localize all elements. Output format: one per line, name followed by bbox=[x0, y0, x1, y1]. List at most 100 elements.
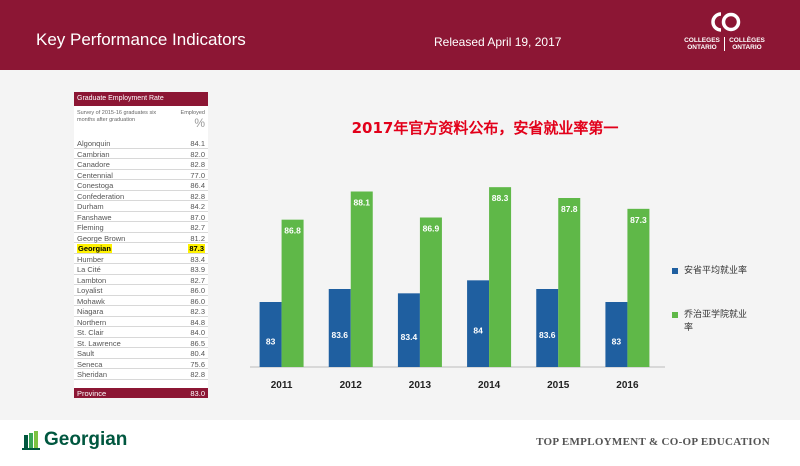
table-cell-college: St. Clair bbox=[77, 328, 104, 337]
table-cell-college: Georgian bbox=[77, 244, 112, 253]
bar-georgian-2013 bbox=[419, 217, 442, 367]
table-cell-rate: 82.8 bbox=[190, 370, 205, 379]
table-cell-rate: 86.4 bbox=[190, 181, 205, 190]
table-row: Humber 83.4 bbox=[74, 254, 208, 264]
data-label: 83 bbox=[612, 337, 622, 347]
table-cell-college: Humber bbox=[77, 254, 104, 264]
table-row: Centennial 77.0 bbox=[74, 170, 208, 180]
bar-province-2015 bbox=[536, 289, 559, 367]
bar-georgian-2011 bbox=[281, 219, 304, 367]
bar-province-2012 bbox=[328, 289, 351, 367]
bar-georgian-2016 bbox=[627, 208, 650, 367]
bar-province-2014 bbox=[467, 280, 490, 367]
co-logo-icon bbox=[711, 12, 741, 32]
table-row: Cambrian 82.0 bbox=[74, 149, 208, 159]
table-cell-rate: 84.0 bbox=[190, 328, 205, 337]
table-cell-college: Sault bbox=[77, 349, 95, 358]
table-cell-college: St. Lawrence bbox=[77, 338, 121, 348]
data-label: 86.9 bbox=[423, 224, 440, 234]
table-cell-rate: 83.9 bbox=[190, 265, 205, 274]
table-cell-rate: 84.8 bbox=[190, 317, 205, 327]
data-label: 88.1 bbox=[353, 198, 370, 208]
page-title: Key Performance Indicators bbox=[36, 30, 246, 49]
table-row: Georgian 87.3 bbox=[74, 243, 208, 254]
x-tick-label: 2011 bbox=[271, 380, 293, 391]
table-cell-college: Durham bbox=[77, 202, 104, 211]
table-row: Fanshawe 87.0 bbox=[74, 212, 208, 222]
table-row: Conestoga 86.4 bbox=[74, 180, 208, 191]
x-tick-label: 2015 bbox=[547, 380, 570, 391]
table-row: Lambton 82.7 bbox=[74, 275, 208, 285]
data-label: 83.6 bbox=[331, 330, 348, 340]
bar-chart: 83 86.8 2011 83.6 88.1 2012 83.4 86.9 2013 84 88.3… bbox=[250, 187, 665, 391]
table-cell-college: Fleming bbox=[77, 223, 104, 232]
table-row: St. Clair 84.0 bbox=[74, 327, 208, 338]
table-cell-college: Cambrian bbox=[77, 149, 110, 159]
co-logo-en-line2: ONTARIO bbox=[687, 44, 717, 51]
table-row: Mohawk 86.0 bbox=[74, 296, 208, 306]
chart-title: 2017年官方资料公布，安省就业率第一 bbox=[351, 119, 619, 137]
table-row: Loyalist 86.0 bbox=[74, 285, 208, 296]
co-logo-text-fr: COLLÈGES ONTARIO bbox=[726, 37, 768, 51]
legend-swatch bbox=[672, 268, 678, 274]
table-row: Northern 84.8 bbox=[74, 317, 208, 327]
co-logo-en-line1: COLLEGES bbox=[684, 37, 720, 44]
data-label: 86.8 bbox=[284, 226, 301, 236]
table-cell-college: George Brown bbox=[77, 233, 126, 243]
bar-georgian-2014 bbox=[489, 187, 512, 367]
table-row: Seneca 75.6 bbox=[74, 359, 208, 369]
table-cell-college: Province bbox=[77, 388, 107, 398]
data-label: 83.6 bbox=[539, 330, 556, 340]
table-cell-college: Fanshawe bbox=[77, 212, 112, 222]
co-logo-fr-line1: COLLÈGES bbox=[729, 37, 765, 44]
header-bar: Key Performance Indicators Released Apri… bbox=[0, 0, 800, 70]
table-cell-rate: 82.8 bbox=[190, 191, 205, 201]
table-cell-rate: 81.2 bbox=[190, 233, 205, 243]
table-cell-college: Lambton bbox=[77, 275, 107, 285]
table-row: Durham 84.2 bbox=[74, 201, 208, 212]
table-cell-rate: 82.3 bbox=[190, 307, 205, 316]
georgian-logo: Georgian bbox=[22, 429, 132, 455]
table-cell-rate: 86.0 bbox=[190, 286, 205, 295]
table-cell-college: Canadore bbox=[77, 160, 110, 169]
legend-swatch bbox=[672, 312, 678, 318]
table-cell-college: Mohawk bbox=[77, 296, 105, 306]
georgian-wordmark: Georgian bbox=[44, 429, 128, 450]
table-cell-college: Niagara bbox=[77, 307, 104, 316]
x-tick-label: 2014 bbox=[478, 380, 501, 391]
table-row: Confederation 82.8 bbox=[74, 191, 208, 201]
data-label: 87.3 bbox=[630, 215, 647, 225]
table-cell-rate: 87.3 bbox=[188, 244, 205, 253]
table-cell-rate: 82.8 bbox=[190, 160, 205, 169]
table-cell-rate: 86.5 bbox=[190, 338, 205, 348]
table-cell-college: La Cité bbox=[77, 265, 101, 274]
table-cell-college: Algonquin bbox=[77, 139, 111, 148]
table-row: George Brown 81.2 bbox=[74, 233, 208, 243]
table-row: Canadore 82.8 bbox=[74, 159, 208, 170]
data-label: 83.4 bbox=[401, 332, 418, 342]
table-cell-college: Centennial bbox=[77, 170, 113, 180]
x-tick-label: 2012 bbox=[340, 380, 363, 391]
legend-label: 乔治亚学院就业率 bbox=[684, 310, 748, 333]
table-column-label: Employed bbox=[180, 110, 205, 116]
table-row: Algonquin 84.1 bbox=[74, 138, 208, 149]
georgian-logo-icon bbox=[22, 431, 40, 450]
table-cell-rate: 84.2 bbox=[190, 202, 205, 211]
table-cell-rate: 82.7 bbox=[190, 275, 205, 285]
footer-bar bbox=[0, 420, 800, 466]
table-cell-rate: 87.0 bbox=[190, 212, 205, 222]
table-cell-rate: 83.0 bbox=[190, 388, 205, 398]
table-total-row: Province 83.0 bbox=[74, 387, 208, 398]
bar-georgian-2015 bbox=[558, 198, 581, 367]
table-cell-college: Seneca bbox=[77, 359, 103, 369]
table-row: Sheridan 82.8 bbox=[74, 369, 208, 380]
table-cell-rate: 80.4 bbox=[190, 349, 205, 358]
table-cell-rate: 82.7 bbox=[190, 223, 205, 232]
table-cell-rate: 83.4 bbox=[190, 254, 205, 264]
table-title: Graduate Employment Rate bbox=[74, 92, 208, 106]
table-cell-college: Confederation bbox=[77, 191, 125, 201]
footer-tagline: TOP EMPLOYMENT & CO-OP EDUCATION bbox=[536, 436, 770, 448]
table-cell-rate: 84.1 bbox=[190, 139, 205, 148]
table-cell-rate: 82.0 bbox=[190, 149, 205, 159]
table-row: St. Lawrence 86.5 bbox=[74, 338, 208, 348]
